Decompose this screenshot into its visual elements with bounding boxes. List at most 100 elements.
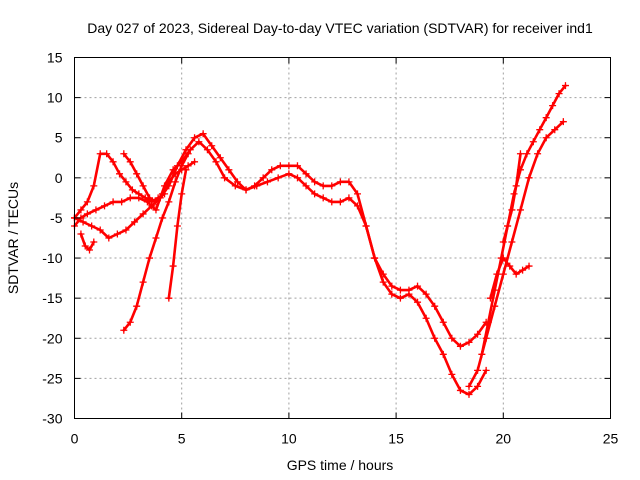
- data-point: [86, 246, 94, 254]
- data-point: [302, 182, 310, 190]
- data-point: [203, 146, 211, 154]
- y-tick-label: 5: [55, 130, 63, 146]
- y-tick-label: 0: [55, 170, 63, 186]
- data-point: [516, 206, 524, 214]
- data-point: [208, 142, 216, 150]
- data-point: [508, 206, 516, 214]
- data-point: [152, 206, 160, 214]
- data-point: [146, 194, 154, 202]
- series-track-b: [71, 130, 490, 350]
- series-line: [122, 152, 190, 332]
- data-point: [482, 334, 490, 342]
- data-point: [259, 174, 267, 182]
- data-point: [559, 118, 567, 126]
- data-point: [233, 178, 241, 186]
- data-point: [422, 314, 430, 322]
- data-point: [178, 190, 186, 198]
- data-point: [77, 206, 85, 214]
- data-point: [293, 174, 301, 182]
- series-line: [79, 232, 96, 252]
- series-track-a: [71, 138, 490, 398]
- data-point: [499, 254, 507, 262]
- data-point: [77, 230, 85, 238]
- data-point: [561, 82, 569, 90]
- data-point: [362, 222, 370, 230]
- data-point: [274, 174, 282, 182]
- data-point: [276, 162, 284, 170]
- data-point: [512, 182, 520, 190]
- data-point: [396, 286, 404, 294]
- series-track-f: [165, 166, 190, 302]
- data-point: [293, 162, 301, 170]
- data-point: [139, 182, 147, 190]
- series-line: [480, 84, 567, 356]
- data-point: [431, 334, 439, 342]
- series-track-c: [71, 150, 169, 222]
- data-point: [158, 190, 166, 198]
- data-point: [195, 138, 203, 146]
- data-point: [491, 302, 499, 310]
- data-point: [135, 190, 143, 198]
- data-point: [225, 166, 233, 174]
- data-point: [199, 130, 207, 138]
- data-point: [536, 126, 544, 134]
- series-track-i: [465, 118, 567, 390]
- data-point: [242, 186, 250, 194]
- data-point: [128, 186, 136, 194]
- data-point: [439, 318, 447, 326]
- data-point: [439, 350, 447, 358]
- series-line: [167, 168, 188, 300]
- data-point: [465, 390, 473, 398]
- y-tick-label: -20: [42, 330, 62, 346]
- plot-frame: [74, 57, 611, 419]
- series-track-g: [77, 230, 98, 254]
- data-point: [171, 178, 179, 186]
- data-point: [456, 386, 464, 394]
- x-tick-label: 5: [178, 431, 186, 447]
- data-point: [414, 298, 422, 306]
- data-point: [499, 238, 507, 246]
- data-point: [105, 234, 113, 242]
- data-point: [118, 198, 126, 206]
- data-point: [165, 178, 173, 186]
- data-point: [268, 166, 276, 174]
- data-point: [251, 182, 259, 190]
- data-point: [178, 162, 186, 170]
- data-point: [388, 282, 396, 290]
- series-group: [71, 82, 569, 398]
- data-point: [96, 226, 104, 234]
- data-point: [396, 294, 404, 302]
- data-point: [165, 294, 173, 302]
- data-point: [285, 170, 293, 178]
- data-point: [525, 174, 533, 182]
- data-point: [519, 266, 527, 274]
- data-point: [493, 270, 501, 278]
- data-point: [523, 150, 531, 158]
- data-point: [474, 382, 482, 390]
- series-line: [73, 140, 488, 396]
- data-point: [534, 150, 542, 158]
- data-point: [158, 214, 166, 222]
- data-point: [465, 382, 473, 390]
- y-tick-label: -10: [42, 250, 62, 266]
- data-point: [126, 194, 134, 202]
- data-point: [542, 134, 550, 142]
- data-point: [508, 238, 516, 246]
- data-point: [542, 114, 550, 122]
- data-point: [120, 326, 128, 334]
- series-track-k: [499, 150, 524, 246]
- data-point: [126, 318, 134, 326]
- data-point: [92, 206, 100, 214]
- data-point: [191, 158, 199, 166]
- data-point: [81, 242, 89, 250]
- data-point: [101, 202, 109, 210]
- data-point: [319, 194, 327, 202]
- data-point: [486, 294, 494, 302]
- data-point: [504, 222, 512, 230]
- data-point: [191, 134, 199, 142]
- y-tick-label: 10: [47, 90, 63, 106]
- data-point: [146, 254, 154, 262]
- data-point: [555, 90, 563, 98]
- data-point: [474, 366, 482, 374]
- data-point: [551, 126, 559, 134]
